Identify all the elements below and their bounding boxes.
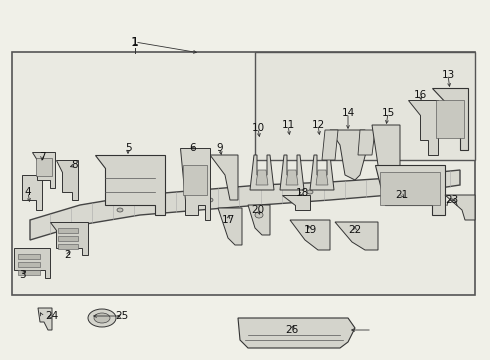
Polygon shape <box>18 254 40 259</box>
Polygon shape <box>210 155 238 200</box>
Ellipse shape <box>117 208 123 212</box>
Text: 20: 20 <box>251 205 265 215</box>
Text: 17: 17 <box>221 215 235 225</box>
Text: 8: 8 <box>72 160 78 170</box>
Polygon shape <box>218 208 242 245</box>
Text: 21: 21 <box>395 190 409 200</box>
Text: 1: 1 <box>131 36 139 49</box>
Polygon shape <box>330 130 368 180</box>
Polygon shape <box>380 172 440 205</box>
Text: 1: 1 <box>132 37 138 47</box>
Text: 24: 24 <box>46 311 59 321</box>
Polygon shape <box>58 228 78 233</box>
Polygon shape <box>445 195 475 220</box>
Polygon shape <box>322 130 338 160</box>
Text: 12: 12 <box>311 120 325 130</box>
Text: 11: 11 <box>281 120 294 130</box>
Text: 19: 19 <box>303 225 317 235</box>
Polygon shape <box>290 220 330 250</box>
Polygon shape <box>36 158 52 176</box>
Bar <box>12 52 475 295</box>
Polygon shape <box>22 175 42 210</box>
Polygon shape <box>183 165 207 195</box>
Polygon shape <box>50 222 88 255</box>
Ellipse shape <box>255 212 263 218</box>
Polygon shape <box>18 262 40 267</box>
Polygon shape <box>248 205 270 235</box>
Polygon shape <box>58 244 78 249</box>
Text: 26: 26 <box>285 325 298 335</box>
Text: 23: 23 <box>445 195 459 205</box>
Polygon shape <box>238 318 355 348</box>
Polygon shape <box>32 152 55 188</box>
Polygon shape <box>30 170 460 240</box>
Ellipse shape <box>88 309 116 327</box>
Polygon shape <box>14 248 50 278</box>
Text: 4: 4 <box>24 187 31 197</box>
Bar <box>255 52 475 160</box>
Polygon shape <box>310 155 334 190</box>
Polygon shape <box>335 222 378 250</box>
Text: 7: 7 <box>39 152 45 162</box>
Polygon shape <box>180 148 210 220</box>
Polygon shape <box>358 130 375 155</box>
Text: 22: 22 <box>348 225 362 235</box>
Text: 6: 6 <box>190 143 196 153</box>
Text: 15: 15 <box>381 108 394 118</box>
Polygon shape <box>316 170 328 185</box>
Polygon shape <box>372 125 400 178</box>
Polygon shape <box>58 236 78 241</box>
Polygon shape <box>18 270 40 275</box>
Ellipse shape <box>94 313 110 323</box>
Text: 2: 2 <box>65 250 72 260</box>
Text: 14: 14 <box>342 108 355 118</box>
Text: 13: 13 <box>441 70 455 80</box>
Text: 10: 10 <box>251 123 265 133</box>
Ellipse shape <box>207 198 213 202</box>
Polygon shape <box>432 88 468 150</box>
Polygon shape <box>408 100 438 155</box>
Polygon shape <box>282 195 310 210</box>
Polygon shape <box>375 165 445 215</box>
Polygon shape <box>250 155 274 190</box>
Polygon shape <box>56 160 78 200</box>
Text: 25: 25 <box>115 311 129 321</box>
Ellipse shape <box>392 181 398 185</box>
Text: 18: 18 <box>295 188 309 198</box>
Polygon shape <box>286 170 298 185</box>
Polygon shape <box>95 155 165 215</box>
Polygon shape <box>436 100 464 138</box>
Polygon shape <box>256 170 268 185</box>
Text: 5: 5 <box>124 143 131 153</box>
Text: 16: 16 <box>414 90 427 100</box>
Text: 3: 3 <box>19 270 25 280</box>
Polygon shape <box>280 155 304 190</box>
Text: 9: 9 <box>217 143 223 153</box>
Ellipse shape <box>307 190 313 194</box>
Polygon shape <box>38 308 52 330</box>
